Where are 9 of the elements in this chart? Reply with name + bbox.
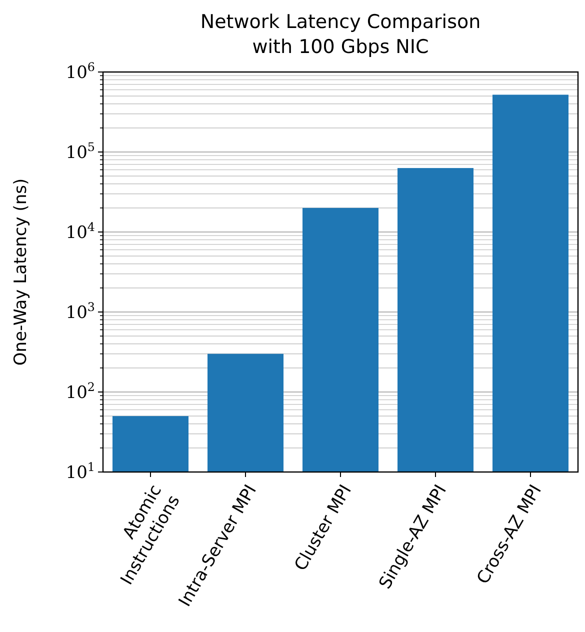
y-tick-label: 10$^{3}$	[66, 300, 95, 323]
chart-title: Network Latency Comparison	[200, 11, 481, 33]
y-axis-title: One-Way Latency (ns)	[11, 178, 31, 366]
y-tick-label: 10$^{2}$	[66, 380, 95, 403]
y-tick-label: 10$^{1}$	[66, 460, 95, 483]
y-tick-label: 10$^{6}$	[66, 60, 95, 83]
y-tick-label: 10$^{4}$	[66, 220, 95, 243]
chart-subtitle: with 100 Gbps NIC	[252, 36, 429, 58]
y-tick-label: 10$^{5}$	[66, 140, 95, 163]
